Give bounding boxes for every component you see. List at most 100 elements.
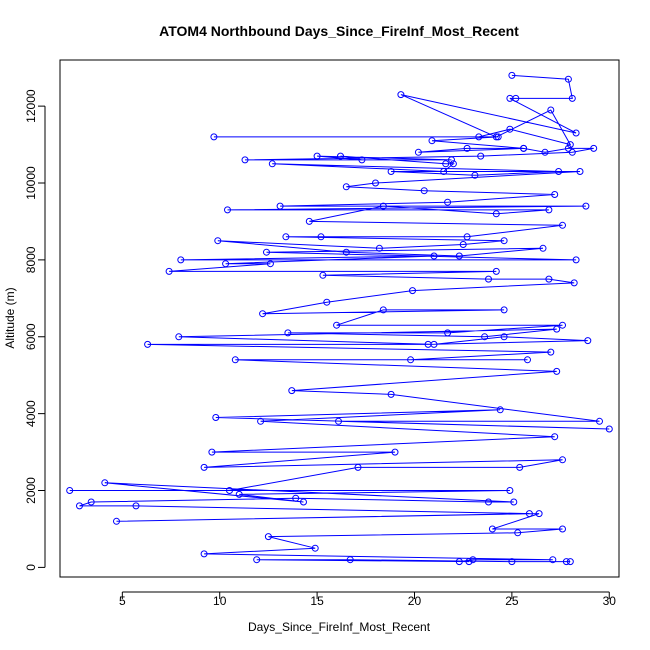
y-tick-label: 6000	[24, 323, 38, 350]
data-point	[477, 152, 485, 160]
data-point	[397, 91, 405, 99]
data-point	[564, 144, 572, 152]
data-point	[492, 210, 500, 218]
data-point	[342, 248, 350, 256]
data-point	[500, 333, 508, 341]
data-point	[319, 271, 327, 279]
data-point	[524, 356, 531, 364]
data-point	[471, 171, 479, 179]
data-point	[547, 106, 555, 114]
data-point	[346, 556, 354, 564]
data-point	[264, 533, 272, 541]
data-point	[547, 348, 555, 356]
data-point	[391, 448, 399, 456]
data-point	[200, 550, 208, 558]
data-point	[555, 168, 563, 175]
data-point	[492, 267, 500, 275]
data-point	[545, 206, 553, 214]
y-tick-label: 2000	[24, 477, 38, 504]
series-points	[66, 71, 613, 566]
data-point	[208, 448, 216, 456]
x-axis: 5 10 15 20 25 30	[119, 591, 617, 608]
data-point	[465, 558, 473, 566]
y-tick-label: 8000	[24, 246, 38, 273]
data-point	[448, 156, 455, 164]
data-point	[485, 275, 492, 283]
data-point	[496, 406, 504, 414]
data-point	[506, 125, 514, 133]
data-point	[200, 463, 208, 471]
data-point	[210, 133, 218, 141]
data-point	[144, 340, 152, 348]
data-point	[257, 417, 265, 425]
y-tick-label: 0	[24, 564, 38, 571]
data-point	[549, 556, 557, 564]
data-point	[76, 502, 83, 510]
data-point	[259, 310, 267, 318]
data-point	[559, 456, 566, 464]
data-point	[541, 148, 549, 156]
data-point	[551, 433, 559, 441]
data-point	[284, 329, 292, 337]
data-point	[500, 306, 508, 314]
x-tick-label: 10	[213, 594, 227, 608]
data-point	[430, 252, 438, 260]
data-point	[311, 544, 319, 552]
data-point	[414, 148, 422, 156]
y-axis: 0 2000 4000 6000 8000 10000 12000	[24, 89, 46, 571]
data-point	[165, 267, 173, 275]
data-point	[553, 367, 561, 375]
data-point	[516, 463, 524, 471]
data-point	[292, 494, 300, 502]
data-point	[317, 233, 325, 241]
x-tick-label: 15	[310, 594, 324, 608]
data-point	[562, 558, 570, 566]
data-point	[485, 498, 492, 506]
data-point	[514, 529, 522, 537]
data-point	[276, 202, 284, 210]
data-point	[525, 510, 533, 518]
data-point	[508, 71, 516, 79]
data-point	[475, 133, 483, 141]
data-point	[358, 156, 366, 164]
data-point	[253, 556, 261, 564]
data-point	[214, 237, 222, 245]
data-point	[372, 179, 379, 187]
data-point	[212, 414, 220, 421]
x-axis-label: Days_Since_FireInf_Most_Recent	[248, 620, 431, 634]
y-tick-label: 4000	[24, 400, 38, 427]
data-point	[582, 202, 590, 210]
data-point	[226, 487, 233, 494]
data-point	[459, 241, 467, 248]
x-tick-label: 30	[603, 594, 617, 608]
data-point	[553, 325, 561, 333]
data-point	[590, 144, 598, 152]
data-point	[506, 94, 514, 102]
data-point	[354, 463, 362, 471]
data-point	[455, 558, 463, 566]
data-point	[463, 144, 471, 152]
data-point	[559, 525, 566, 533]
data-point	[428, 137, 436, 145]
data-point	[535, 510, 543, 518]
data-point	[449, 160, 457, 168]
series-lines	[69, 74, 610, 563]
data-point	[282, 233, 290, 241]
data-point	[455, 252, 463, 260]
data-point	[222, 260, 230, 268]
data-point	[375, 244, 383, 252]
data-point	[231, 356, 239, 364]
data-point	[87, 498, 95, 506]
data-point	[481, 333, 489, 341]
data-point	[500, 237, 508, 245]
data-point	[566, 141, 574, 149]
data-point	[559, 221, 566, 229]
data-point	[444, 198, 452, 206]
data-point	[337, 152, 344, 160]
data-point	[379, 306, 387, 314]
data-point	[568, 94, 576, 102]
chart-title: ATOM4 Northbound Days_Since_FireInf_Most…	[159, 23, 519, 39]
data-point	[572, 129, 580, 137]
data-point	[605, 425, 613, 433]
data-point	[132, 502, 140, 510]
